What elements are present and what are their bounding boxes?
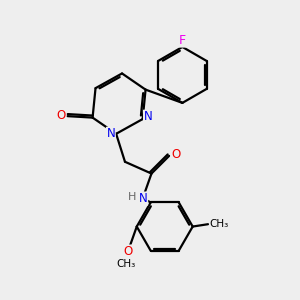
Text: F: F [179,34,186,47]
Text: O: O [123,245,133,258]
Text: O: O [171,148,180,161]
Text: O: O [56,109,66,122]
Text: N: N [144,110,152,123]
Text: CH₃: CH₃ [210,219,229,229]
Text: CH₃: CH₃ [117,259,136,269]
Text: H: H [128,192,136,202]
Text: N: N [139,192,148,205]
Text: N: N [106,127,115,140]
